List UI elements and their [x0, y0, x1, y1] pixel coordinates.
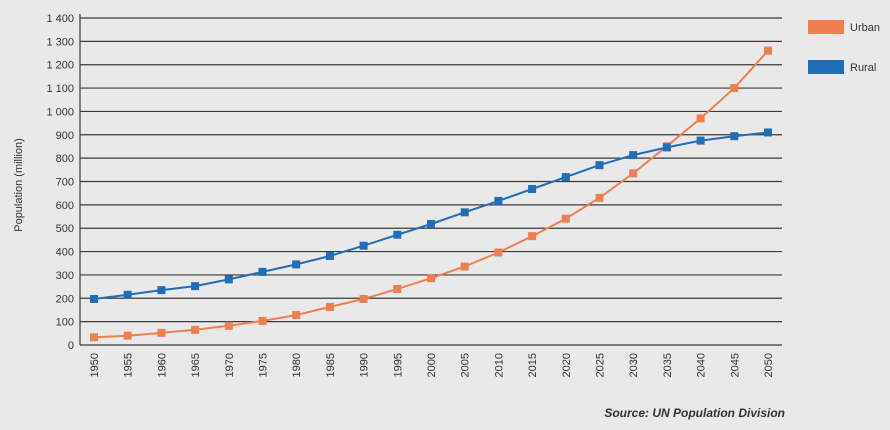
legend-swatch-rural: [808, 60, 844, 74]
x-tick-label: 2020: [561, 353, 573, 377]
x-tick-label: 1950: [89, 353, 101, 377]
axes: [79, 14, 782, 346]
x-tick-label: 1965: [190, 353, 202, 377]
x-tick-label: 1975: [258, 353, 270, 377]
x-tick-label: 1980: [291, 353, 303, 377]
legend: Urban Rural: [808, 20, 880, 74]
data-point-urban: [696, 114, 705, 123]
y-axis-title: Population (million): [13, 138, 25, 232]
data-point-urban: [494, 248, 503, 257]
data-point-rural: [292, 260, 301, 269]
y-tick-label: 1 100: [46, 83, 74, 95]
data-point-rural: [629, 151, 638, 160]
data-point-urban: [629, 169, 638, 178]
y-tick-label: 900: [56, 130, 74, 142]
data-point-urban: [528, 232, 537, 241]
data-point-rural: [325, 252, 334, 261]
y-tick-label: 400: [56, 247, 74, 259]
data-point-rural: [696, 136, 705, 145]
data-point-rural: [359, 241, 368, 250]
y-tick-label: 800: [56, 153, 74, 165]
data-point-rural: [662, 143, 671, 152]
y-tick-label: 200: [56, 293, 74, 305]
y-tick-label: 1 300: [46, 36, 74, 48]
y-tick-label: 1 400: [46, 13, 74, 25]
y-tick-label: 600: [56, 200, 74, 212]
x-tick-label: 2025: [595, 353, 607, 377]
y-tick-label: 700: [56, 177, 74, 189]
y-tick-label: 1 000: [46, 106, 74, 118]
data-point-urban: [292, 311, 301, 320]
data-point-urban: [258, 316, 267, 325]
data-point-rural: [427, 220, 435, 229]
data-point-urban: [730, 84, 739, 93]
legend-label-rural: Rural: [850, 62, 876, 74]
x-tick-label: 1970: [224, 353, 236, 377]
y-tick-label: 0: [68, 340, 74, 352]
x-tick-label: 2015: [527, 353, 539, 377]
series-lines: [93, 50, 769, 339]
y-tick-label: 100: [56, 317, 74, 329]
x-tick-label: 1985: [325, 353, 337, 377]
data-point-urban: [764, 46, 772, 55]
source-note: Source: UN Population Division: [604, 406, 785, 420]
data-point-urban: [359, 294, 368, 303]
data-point-urban: [561, 214, 570, 223]
gridlines: [80, 17, 782, 323]
data-point-rural: [730, 132, 739, 141]
x-tick-label: 1995: [392, 353, 404, 377]
data-point-rural: [528, 184, 537, 193]
x-tick-label: 1955: [123, 353, 135, 377]
data-point-rural: [224, 275, 233, 284]
data-point-rural: [393, 230, 402, 239]
data-point-rural: [258, 267, 267, 276]
series-points: [90, 46, 772, 342]
x-tick-label: 1990: [359, 353, 371, 377]
series-line-rural: [93, 131, 769, 300]
legend-swatch-urban: [808, 20, 844, 34]
data-point-rural: [123, 290, 132, 299]
data-point-urban: [191, 325, 200, 334]
x-tick-label: 2040: [696, 353, 708, 377]
data-point-urban: [157, 328, 166, 337]
y-tick-label: 500: [56, 223, 74, 235]
x-tick-label: 2030: [628, 353, 640, 377]
x-tick-label: 2045: [729, 353, 741, 377]
y-tick-label: 300: [56, 270, 74, 282]
y-tick-label: 1 200: [46, 60, 74, 72]
data-point-rural: [764, 128, 772, 137]
data-point-rural: [561, 173, 570, 182]
data-point-rural: [157, 286, 166, 295]
data-point-rural: [90, 294, 98, 303]
data-point-urban: [224, 321, 233, 330]
series-line-urban: [93, 50, 769, 339]
x-tick-label: 2000: [426, 353, 438, 377]
data-point-urban: [90, 333, 98, 342]
legend-label-urban: Urban: [850, 22, 880, 34]
y-tick-labels: 0 100 200 300 400 500 600 700 800 900 1 000 1 100 1 …: [46, 13, 74, 352]
data-point-urban: [123, 331, 132, 340]
x-tick-label: 2010: [493, 353, 505, 377]
x-tick-label: 2005: [460, 353, 472, 377]
data-point-urban: [427, 274, 435, 283]
data-point-urban: [325, 302, 334, 311]
data-point-rural: [595, 161, 604, 170]
data-point-rural: [191, 282, 200, 291]
x-tick-label: 2050: [763, 353, 775, 377]
data-point-urban: [393, 284, 402, 293]
data-point-urban: [595, 193, 604, 202]
x-tick-labels: 1950 1955 1960 1965 1970 1975 1980 1985 1990 1995…: [89, 353, 775, 377]
x-tick-label: 1960: [156, 353, 168, 377]
x-tick-label: 2035: [662, 353, 674, 377]
data-point-urban: [460, 262, 469, 271]
data-point-rural: [460, 208, 469, 217]
data-point-rural: [494, 196, 503, 205]
